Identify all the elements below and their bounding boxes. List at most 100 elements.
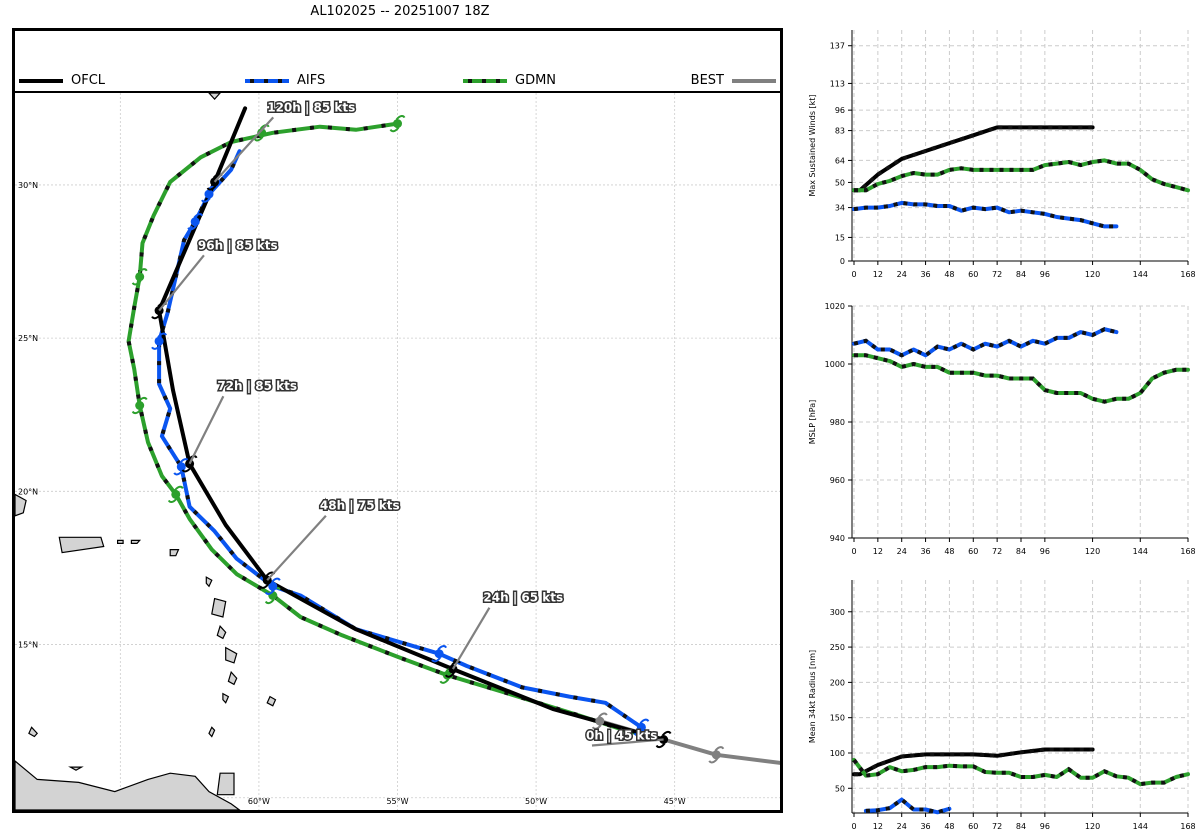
storm-symbol-arm (439, 678, 450, 684)
storm-symbol-arm (201, 197, 211, 203)
storm-symbol-arm (661, 730, 672, 737)
y-tick-label: 15 (835, 233, 845, 242)
max-winds-plot: 0 12 24 36 48 60 72 84 96 120 144 168 0 15 34 50 64 83 96 1… (808, 30, 1196, 279)
x-tick-label: 72 (992, 822, 1002, 831)
land-polygon (225, 646, 238, 664)
x-tick-label: 36 (920, 270, 930, 279)
x-tick-label: 168 (1180, 270, 1195, 279)
legend-entry-aifs: AIFS (245, 73, 325, 88)
x-tick-label: 0 (851, 270, 856, 279)
x-tick-label: 12 (873, 547, 883, 556)
series-dash-gdmn (854, 158, 1189, 193)
x-tick-label: 120 (1085, 270, 1100, 279)
storm-symbol-arm (157, 332, 167, 338)
storm-symbol-core (711, 750, 721, 760)
y-tick-label: 940 (830, 534, 845, 543)
forecast-annotation-label: 0h | 45 kts (586, 729, 657, 743)
x-tick-label: 84 (1016, 547, 1026, 556)
storm-symbol-gdmn-icon (131, 268, 148, 286)
land-polygon (207, 92, 222, 100)
y-axis-label: MSLP [hPa] (808, 400, 817, 444)
series-line-aifs (852, 200, 1119, 229)
x-tick-label: 96 (1040, 822, 1050, 831)
x-tick-label: 36 (920, 822, 930, 831)
land-polygon (266, 695, 277, 707)
storm-symbol-core (595, 716, 605, 726)
storm-symbol-ofcl-icon (655, 730, 672, 749)
annotation-leader-line (591, 738, 664, 747)
lat-tick-label: 20°N (18, 487, 38, 496)
storm-symbol-arm (633, 730, 644, 736)
storm-symbol-arm (174, 485, 184, 492)
x-tick-label: 0 (851, 547, 856, 556)
x-tick-label: 24 (897, 547, 907, 556)
storm-symbol-arm (259, 583, 269, 589)
map-legend: OFCL AIFS GDMN BEST (15, 31, 780, 93)
land-polygon (68, 766, 84, 771)
land-polygon (216, 772, 235, 796)
y-tick-label: 137 (830, 42, 845, 51)
storm-symbol-gdmn-icon (131, 396, 148, 415)
storm-symbol-arm (437, 645, 447, 651)
storm-symbol-arm (151, 344, 161, 350)
x-tick-label: 144 (1133, 270, 1148, 279)
land-polygon (205, 576, 213, 588)
storm-symbol-arm (389, 126, 400, 133)
storm-symbol-core (268, 581, 278, 591)
storm-symbol-arm (181, 467, 192, 473)
lon-tick-label: 50°W (525, 797, 547, 806)
x-tick-label: 168 (1180, 547, 1195, 556)
storm-symbol-arm (655, 742, 666, 749)
x-tick-label: 48 (944, 270, 954, 279)
land-polygon (117, 539, 124, 544)
annotation-leader-line (266, 514, 327, 581)
y-tick-label: 100 (830, 749, 845, 758)
y-tick-label: 150 (830, 714, 845, 723)
storm-symbol-core (204, 189, 214, 199)
storm-symbol-arm (151, 313, 161, 320)
storm-symbol-best-icon (591, 712, 608, 730)
storm-symbol-core (135, 401, 145, 410)
lon-tick-label: 60°W (248, 797, 270, 806)
storm-symbol-core (434, 649, 444, 659)
storm-symbol-core (176, 462, 186, 472)
storm-symbol-core (659, 735, 669, 744)
x-tick-label: 96 (1040, 547, 1050, 556)
storm-symbol-arm (131, 408, 142, 415)
track-line-ofcl (157, 106, 666, 742)
x-tick-label: 60 (968, 270, 978, 279)
x-tick-label: 84 (1016, 270, 1026, 279)
storm-symbol-arm (591, 724, 602, 730)
x-tick-label: 36 (920, 547, 930, 556)
land-polygon (15, 760, 241, 810)
x-tick-label: 12 (873, 822, 883, 831)
annotation-leader-line (451, 607, 491, 670)
storm-symbol-arm (253, 136, 264, 142)
mslp-plot: 0 12 24 36 48 60 72 84 96 120 144 168 940 960 980 1000 1… (808, 302, 1196, 556)
x-tick-label: 72 (992, 270, 1002, 279)
storm-symbol-core (190, 217, 200, 227)
figure-title: AL102025 -- 20251007 18Z (310, 4, 490, 19)
y-tick-label: 64 (835, 156, 845, 165)
forecast-annotation-label: 48h | 75 kts (320, 499, 400, 513)
x-tick-label: 120 (1085, 547, 1100, 556)
y-tick-label: 96 (835, 106, 845, 115)
storm-symbol-gdmn-icon (167, 485, 184, 504)
lat-tick-label: 25°N (18, 334, 38, 343)
series-line-aifs (852, 327, 1119, 358)
storm-symbol-arm (708, 758, 719, 764)
legend-entry-best: BEST (691, 73, 776, 88)
legend-line-best-icon (732, 78, 776, 83)
series-dash-gdmn (854, 353, 1188, 404)
legend-label-gdmn: GDMN (515, 73, 557, 88)
y-tick-label: 50 (835, 784, 845, 793)
storm-symbol-arm (206, 185, 217, 191)
lat-tick-label: 30°N (18, 181, 38, 190)
x-tick-label: 24 (897, 270, 907, 279)
y-tick-label: 83 (835, 127, 845, 136)
x-tick-label: 48 (944, 822, 954, 831)
storm-symbol-core (185, 459, 195, 469)
series-dash-aifs (853, 200, 1117, 229)
legend-label-best: BEST (690, 73, 724, 88)
track-line-gdmn (126, 121, 666, 742)
